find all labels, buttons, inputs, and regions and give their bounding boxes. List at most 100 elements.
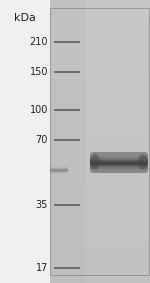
- Bar: [50, 230, 150, 231]
- Bar: [50, 66, 150, 67]
- Bar: [50, 194, 150, 195]
- Bar: [90, 171, 148, 172]
- Bar: [50, 108, 150, 109]
- Bar: [50, 176, 150, 177]
- Bar: [50, 6, 150, 7]
- Bar: [50, 143, 150, 144]
- Bar: [50, 258, 150, 259]
- Bar: [90, 163, 148, 164]
- Bar: [50, 167, 68, 168]
- Bar: [50, 179, 150, 180]
- Bar: [50, 99, 150, 100]
- Bar: [50, 252, 150, 253]
- Bar: [90, 156, 148, 157]
- Bar: [50, 25, 150, 26]
- Bar: [50, 217, 150, 218]
- Bar: [50, 105, 150, 106]
- Bar: [50, 10, 150, 11]
- Bar: [50, 68, 150, 69]
- Bar: [50, 85, 150, 86]
- Bar: [50, 213, 150, 214]
- Bar: [90, 168, 148, 169]
- Bar: [50, 226, 150, 227]
- Bar: [50, 160, 150, 161]
- Bar: [50, 242, 150, 243]
- Bar: [50, 118, 150, 119]
- Bar: [50, 40, 150, 41]
- Bar: [90, 160, 148, 161]
- Bar: [50, 26, 150, 27]
- Bar: [50, 114, 150, 115]
- Bar: [50, 169, 68, 170]
- Bar: [50, 223, 150, 224]
- Bar: [50, 126, 150, 127]
- Bar: [90, 167, 148, 168]
- Bar: [90, 164, 148, 165]
- Bar: [54, 267, 80, 269]
- Bar: [50, 281, 150, 282]
- Bar: [50, 220, 150, 221]
- Bar: [50, 199, 150, 200]
- Bar: [50, 155, 150, 156]
- Bar: [50, 174, 150, 175]
- Bar: [50, 192, 150, 193]
- Bar: [50, 256, 150, 257]
- Bar: [50, 65, 150, 66]
- Bar: [50, 207, 150, 208]
- Bar: [50, 133, 150, 134]
- Bar: [50, 17, 150, 18]
- Bar: [50, 270, 150, 271]
- Bar: [50, 272, 150, 273]
- Bar: [54, 204, 80, 206]
- Bar: [50, 110, 150, 111]
- Bar: [50, 79, 150, 80]
- Bar: [50, 81, 150, 82]
- Bar: [50, 280, 150, 281]
- Ellipse shape: [138, 154, 148, 170]
- Bar: [50, 8, 149, 275]
- Bar: [50, 232, 150, 233]
- Bar: [50, 35, 150, 36]
- Bar: [50, 92, 150, 93]
- Bar: [50, 254, 150, 255]
- Bar: [50, 122, 150, 123]
- Bar: [50, 34, 150, 35]
- Bar: [50, 37, 150, 38]
- Bar: [50, 132, 150, 133]
- Bar: [50, 55, 150, 56]
- Bar: [50, 147, 150, 148]
- Bar: [50, 279, 150, 280]
- Bar: [50, 249, 150, 250]
- Bar: [50, 100, 150, 101]
- Bar: [50, 102, 150, 103]
- Bar: [50, 238, 150, 239]
- Bar: [50, 116, 150, 117]
- Bar: [50, 172, 68, 173]
- Bar: [50, 175, 150, 176]
- Bar: [50, 246, 150, 247]
- Bar: [50, 172, 150, 173]
- Bar: [90, 169, 148, 170]
- Bar: [50, 0, 150, 1]
- Bar: [50, 173, 150, 174]
- Bar: [50, 140, 150, 141]
- Bar: [50, 84, 150, 85]
- Bar: [50, 64, 150, 65]
- Bar: [50, 245, 150, 246]
- Bar: [50, 211, 150, 212]
- Bar: [50, 52, 150, 53]
- Bar: [50, 224, 150, 225]
- Bar: [50, 157, 150, 158]
- Bar: [50, 11, 150, 12]
- Bar: [50, 243, 150, 244]
- Bar: [50, 264, 150, 265]
- Bar: [50, 2, 150, 3]
- Bar: [50, 268, 150, 269]
- Bar: [50, 41, 150, 42]
- Bar: [90, 166, 148, 167]
- Bar: [50, 269, 150, 270]
- Bar: [50, 62, 150, 63]
- Bar: [50, 266, 150, 267]
- Bar: [50, 276, 150, 277]
- Bar: [54, 71, 80, 73]
